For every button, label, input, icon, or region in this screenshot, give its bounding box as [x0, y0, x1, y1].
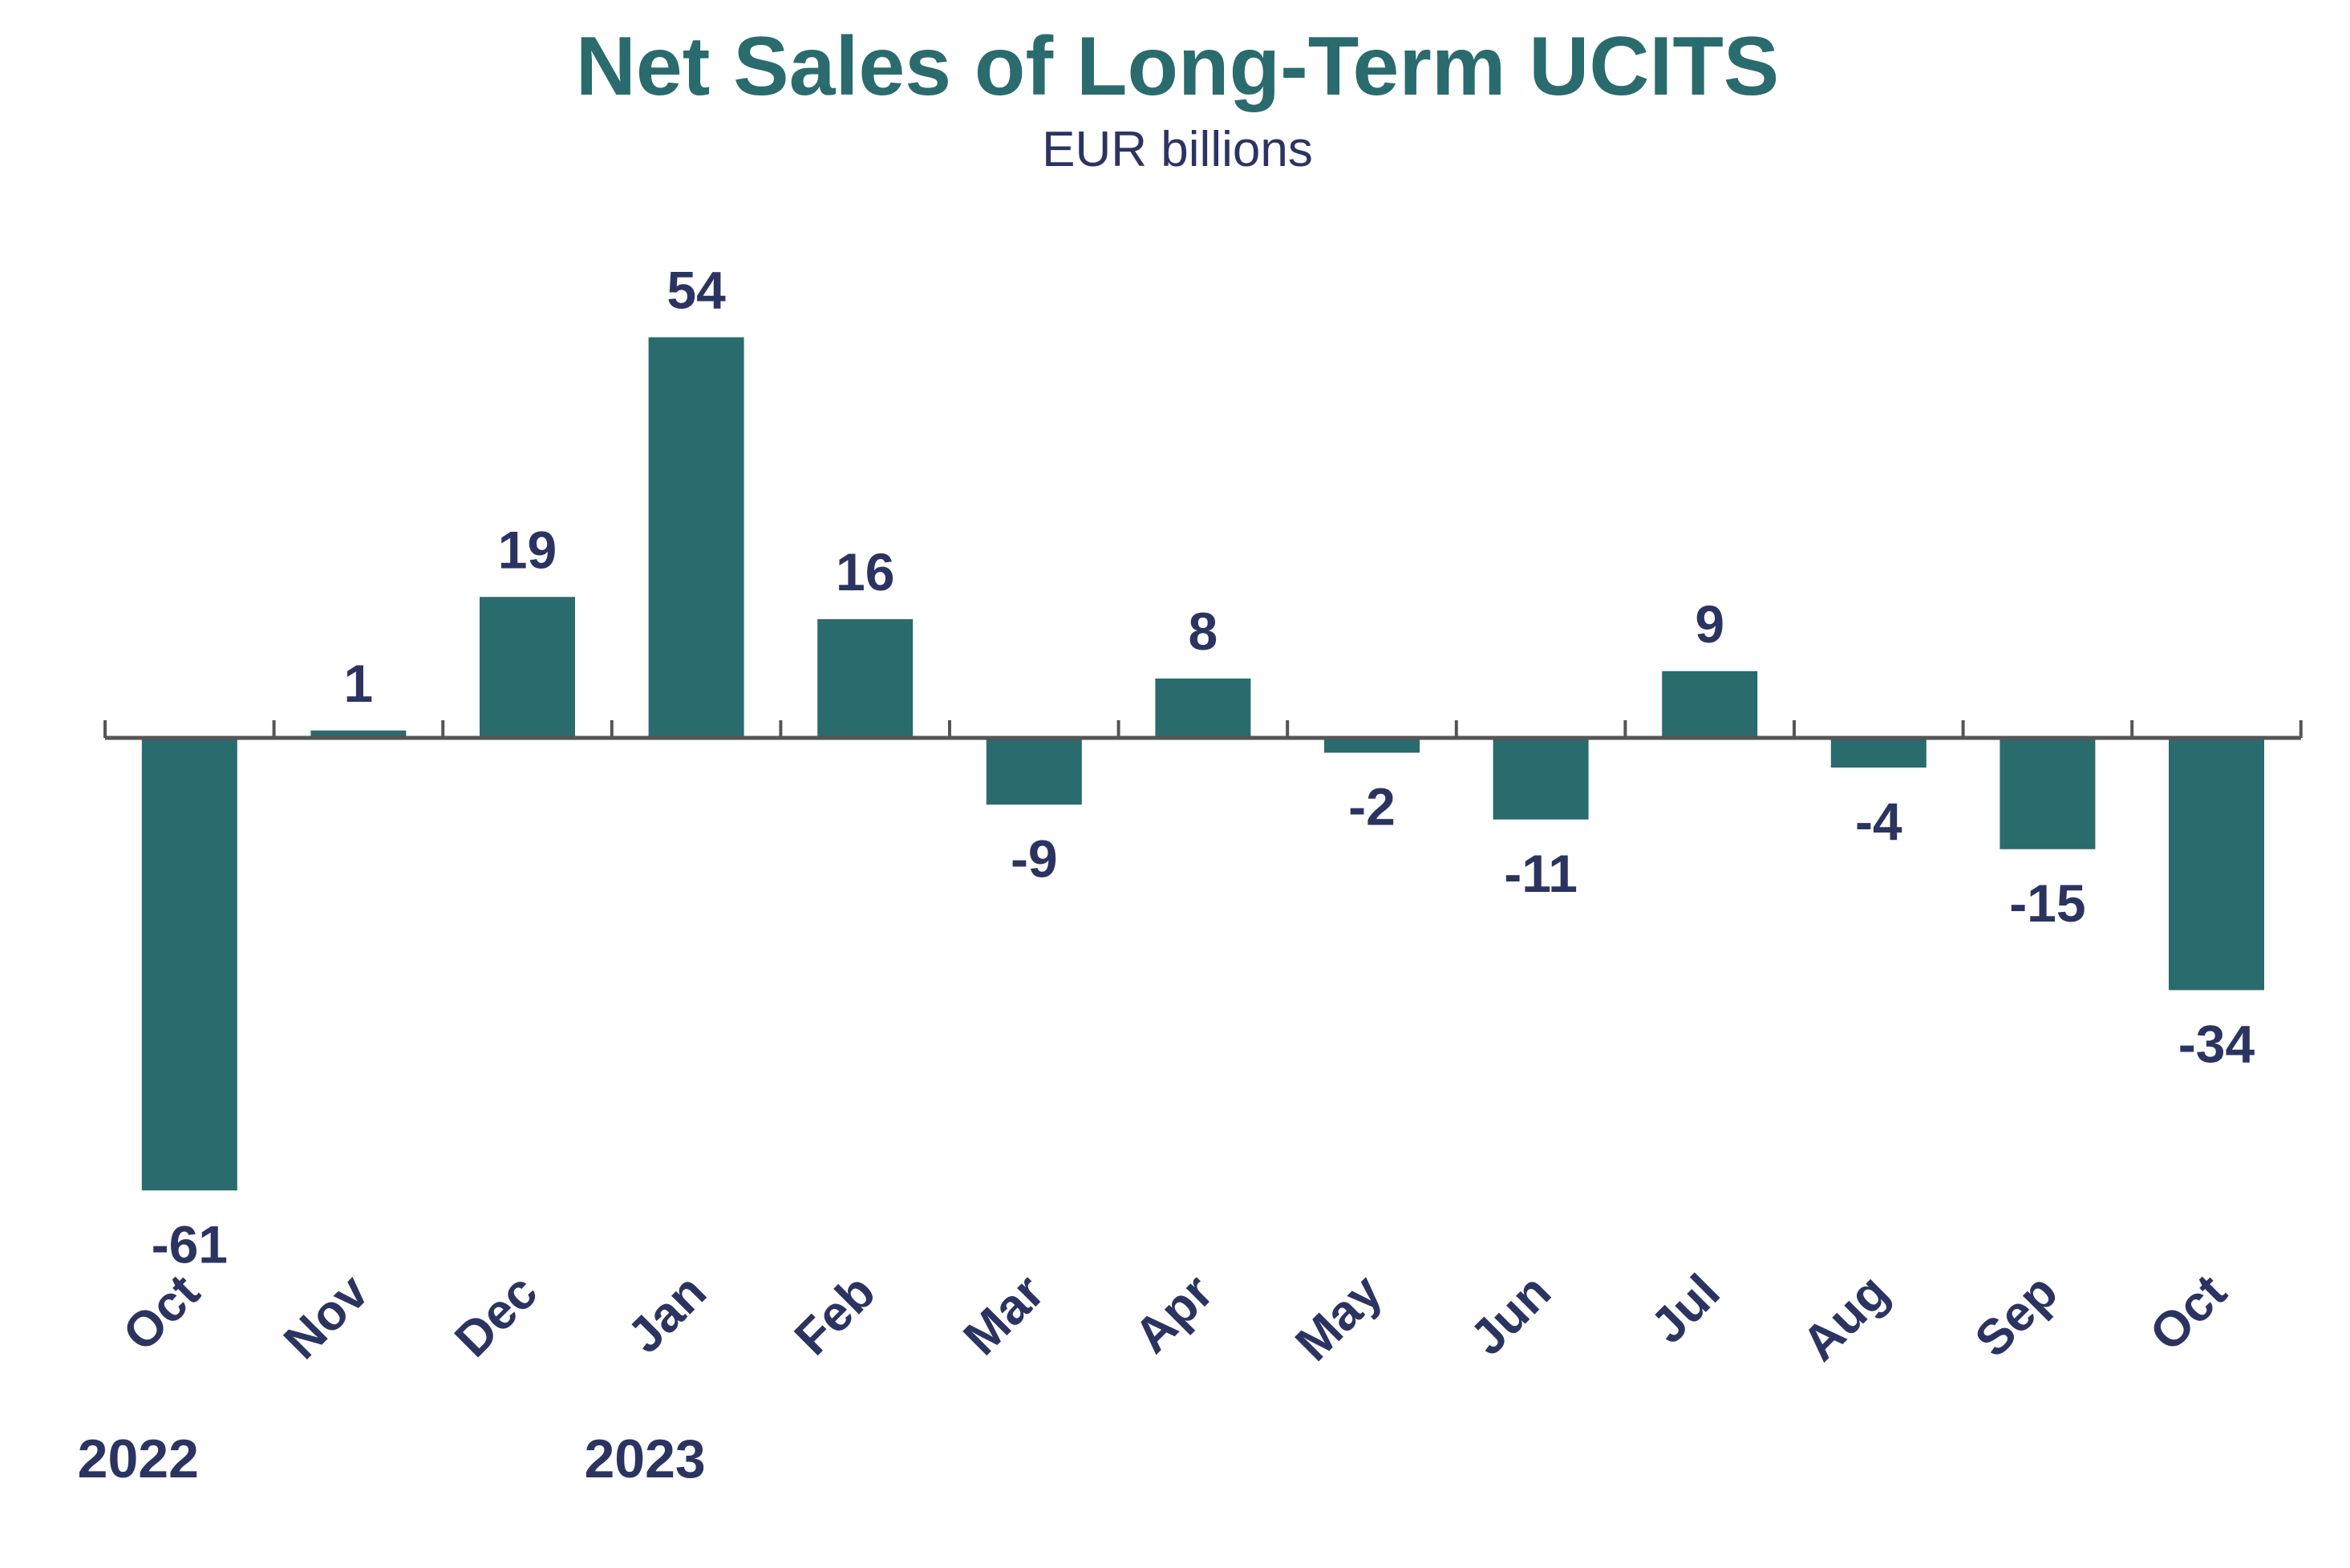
- bar-feb-4: [817, 619, 914, 738]
- bar-sep-11: [2000, 738, 2096, 849]
- data-label: -61: [152, 1214, 228, 1274]
- year-label: 2022: [78, 1428, 199, 1489]
- month-tick-label: Oct: [112, 1264, 210, 1362]
- year-label: 2023: [584, 1428, 705, 1489]
- month-tick-label: Oct: [2140, 1264, 2238, 1362]
- bar-oct-12: [2169, 738, 2264, 991]
- data-label: -34: [2178, 1015, 2255, 1074]
- data-label: 16: [836, 542, 894, 602]
- x-axis: [103, 720, 2303, 740]
- month-tick-label: Jun: [1460, 1264, 1562, 1366]
- month-tick-label: Mar: [953, 1264, 1055, 1366]
- month-tick-label: Aug: [1792, 1264, 1899, 1371]
- data-label: 9: [1695, 594, 1724, 654]
- month-tick-label: Jul: [1640, 1264, 1730, 1354]
- bar-dec-2: [480, 597, 575, 738]
- data-label: 19: [498, 520, 557, 579]
- month-tick-label: Apr: [1124, 1264, 1224, 1363]
- data-label: -4: [1855, 792, 1902, 851]
- bar-jul-9: [1662, 671, 1758, 738]
- bar-nov-1: [310, 730, 407, 738]
- bar-may-7: [1324, 738, 1420, 753]
- data-label: 1: [344, 654, 374, 713]
- bar-jan-3: [648, 337, 744, 738]
- month-tick-label: May: [1285, 1264, 1392, 1371]
- data-label: -9: [1011, 829, 1058, 888]
- month-tick-label: Sep: [1965, 1264, 2068, 1367]
- bar-oct-0: [141, 738, 237, 1191]
- bar-apr-6: [1155, 679, 1251, 738]
- data-label: 8: [1189, 602, 1218, 661]
- bar-mar-5: [986, 738, 1082, 805]
- chart-title: Net Sales of Long-Term UCITS: [576, 20, 1779, 113]
- data-label: -11: [1504, 844, 1578, 903]
- data-label: 54: [667, 261, 726, 320]
- bars-group: [141, 337, 2264, 1191]
- month-tick-label: Nov: [273, 1264, 379, 1370]
- bar-aug-10: [1830, 738, 1927, 768]
- labels-group: -61Oct1Nov19Dec54Jan16Feb-9Mar8Apr-2May-…: [78, 261, 2255, 1490]
- month-tick-label: Dec: [444, 1264, 548, 1367]
- chart-subtitle: EUR billions: [1042, 122, 1313, 177]
- month-tick-label: Jan: [618, 1264, 717, 1363]
- data-label: -15: [2009, 873, 2085, 933]
- bar-jun-8: [1493, 738, 1589, 820]
- data-label: -2: [1348, 777, 1396, 837]
- month-tick-label: Feb: [784, 1264, 886, 1366]
